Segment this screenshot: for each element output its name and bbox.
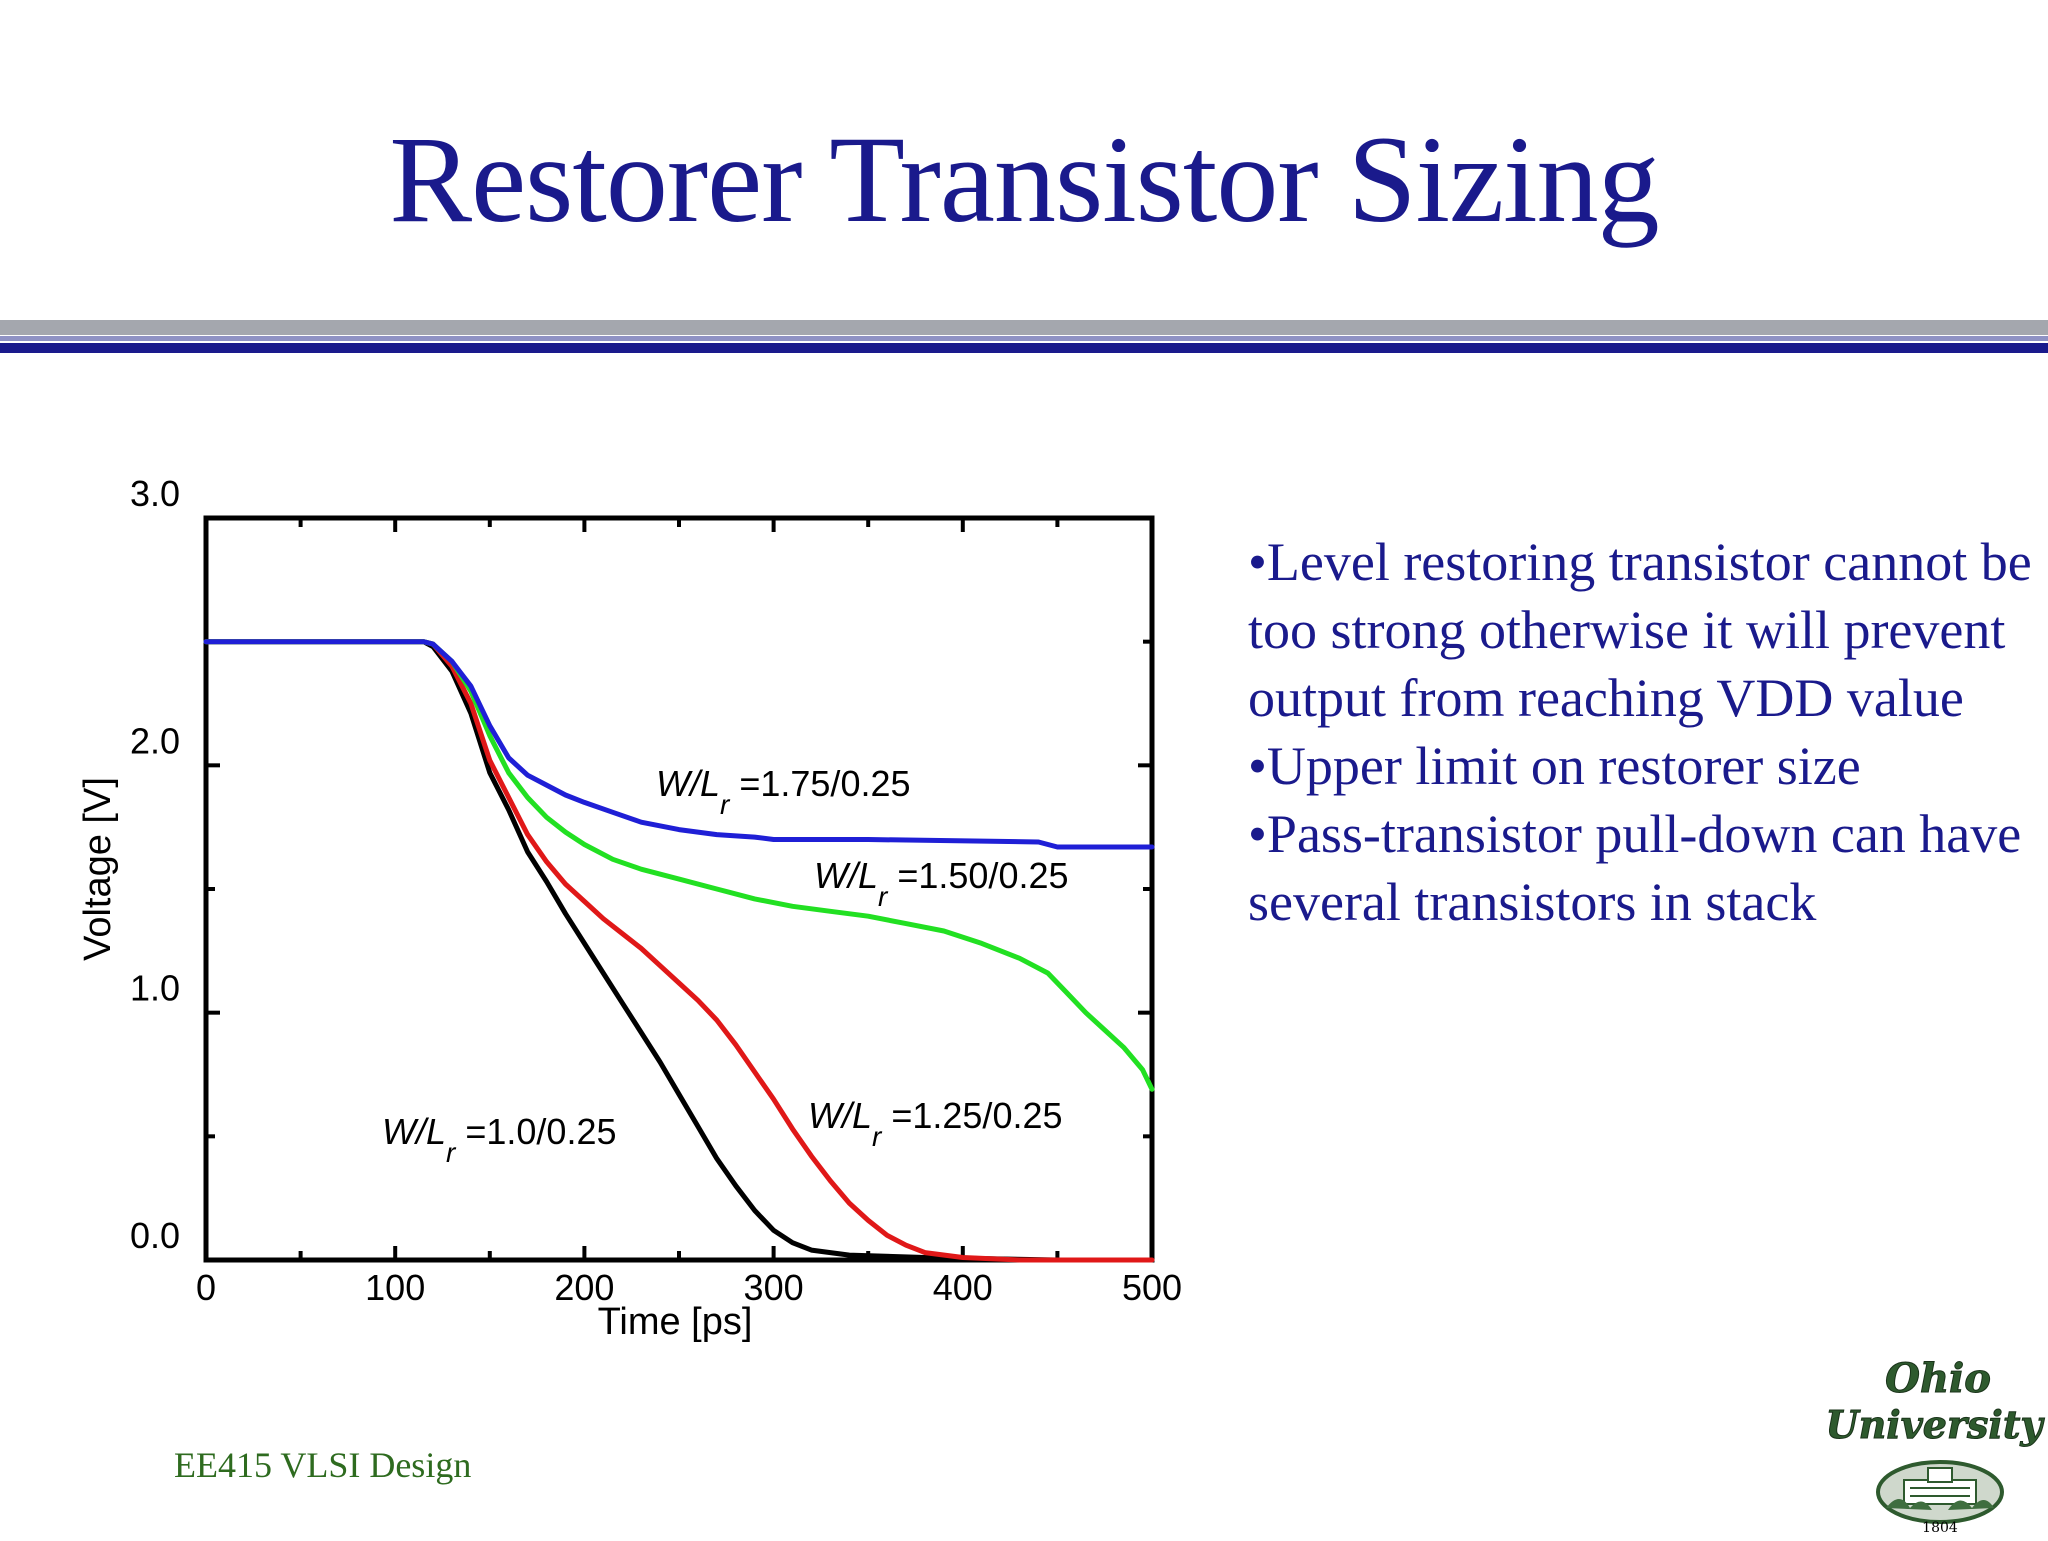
- title-divider-navy: [0, 343, 2048, 353]
- title-divider-light-blue: [0, 336, 2048, 341]
- ohio-university-logo: Ohio University 1804: [1822, 1350, 2048, 1537]
- series-label: W/Lr =1.75/0.25: [656, 763, 911, 820]
- course-footer: EE415 VLSI Design: [174, 1445, 472, 1485]
- x-tick-label: 200: [554, 1267, 614, 1308]
- chart-svg: 0 100 200 300 400 500 0.0 1.0 2.0 3.0 Time [ps] Vol…: [77, 473, 1182, 1343]
- series-line: [203, 639, 1060, 1263]
- title-divider-gray: [0, 320, 2048, 335]
- slide-title: Restorer Transistor Sizing: [389, 111, 1659, 248]
- logo-line1: Ohio: [1885, 1355, 1991, 1402]
- x-tick-label: 500: [1122, 1267, 1182, 1308]
- logo-year: 1804: [1922, 1520, 1958, 1536]
- series-label: W/Lr =1.0/0.25: [382, 1111, 616, 1168]
- y-tick-label: 0.0: [130, 1215, 180, 1256]
- bullet-restorer-strength: •Level restoring transistor cannot be to…: [1248, 532, 2032, 728]
- x-tick-label: 100: [365, 1267, 425, 1308]
- logo-line2: University: [1826, 1402, 2046, 1447]
- x-tick-label: 0: [196, 1267, 216, 1308]
- x-tick-label: 400: [933, 1267, 993, 1308]
- y-tick-label: 3.0: [130, 473, 180, 514]
- bullet-upper-limit: •Upper limit on restorer size: [1248, 736, 1861, 796]
- x-axis-label: Time [ps]: [598, 1301, 753, 1343]
- bullet-list: •Level restoring transistor cannot be to…: [1248, 528, 2038, 936]
- series-line: [203, 639, 1155, 850]
- y-axis-label: Voltage [V]: [77, 777, 119, 961]
- series-line: [203, 639, 1155, 1092]
- voltage-vs-time-chart: 0 100 200 300 400 500 0.0 1.0 2.0 3.0 Time [ps] Vol…: [0, 460, 1220, 1360]
- bullet-pull-down-stack: •Pass-transistor pull-down can have seve…: [1248, 804, 2022, 932]
- series-label: W/Lr =1.50/0.25: [814, 855, 1069, 912]
- ohio-university-seal-icon: Ohio University 1804: [1825, 1355, 2046, 1537]
- series-label: W/Lr =1.25/0.25: [808, 1095, 1063, 1152]
- y-tick-label: 2.0: [130, 720, 180, 761]
- series-line: [203, 639, 1155, 1263]
- x-tick-label: 300: [744, 1267, 804, 1308]
- y-tick-label: 1.0: [130, 968, 180, 1009]
